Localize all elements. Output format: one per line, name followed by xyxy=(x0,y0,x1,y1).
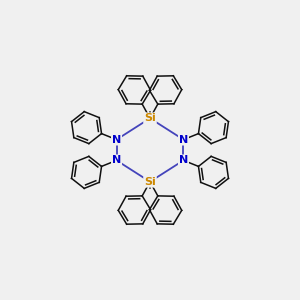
Text: Si: Si xyxy=(144,113,156,123)
Text: Si: Si xyxy=(144,177,156,187)
Text: N: N xyxy=(112,135,121,145)
Text: N: N xyxy=(179,135,188,145)
Text: N: N xyxy=(179,155,188,165)
Text: N: N xyxy=(112,155,121,165)
